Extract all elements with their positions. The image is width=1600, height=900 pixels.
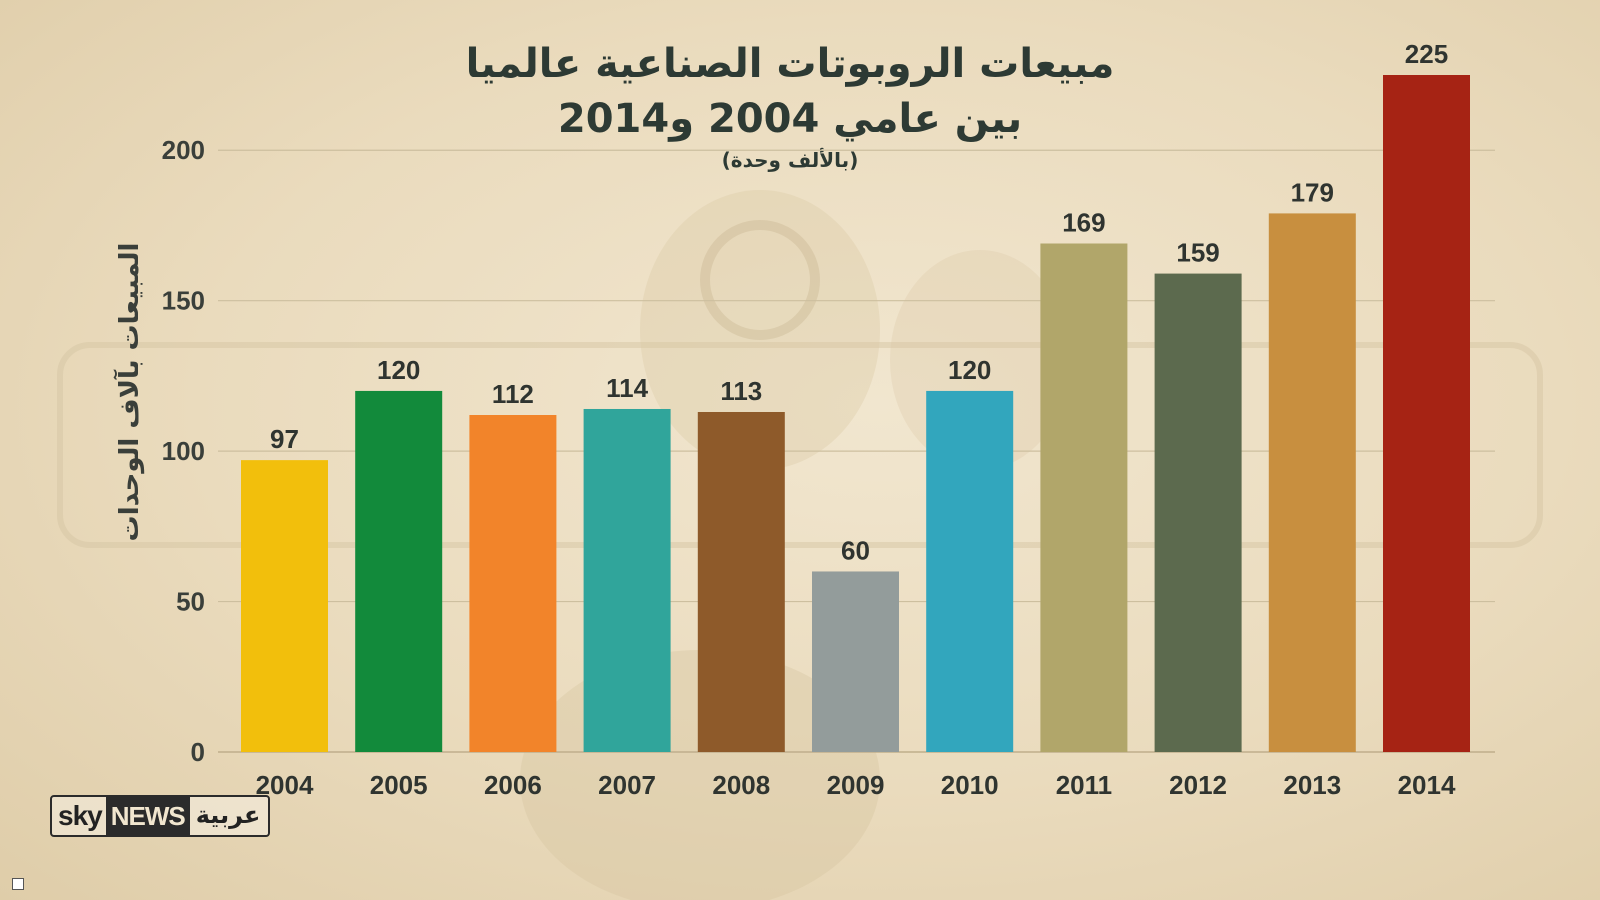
x-axis-ticks: 2004 2005 2006 2007 2008 2009 2010 2011 2012 2013… bbox=[256, 770, 1456, 800]
data-label-2008: 113 bbox=[720, 376, 762, 406]
chart-title-line2: بين عامي 2004 و2014 bbox=[557, 96, 1023, 142]
bar-2007 bbox=[583, 408, 671, 752]
logo-sky-text: sky bbox=[58, 800, 103, 831]
bar-2004 bbox=[241, 460, 328, 752]
corner-checkbox bbox=[12, 878, 24, 890]
x-tick-label-2005: 2005 bbox=[370, 770, 428, 800]
data-label-2004: 97 bbox=[270, 424, 299, 454]
x-tick-label-2011: 2011 bbox=[1056, 770, 1112, 800]
bar-2011 bbox=[1040, 243, 1128, 752]
y-tick-label: 50 bbox=[176, 587, 205, 617]
y-tick-label: 150 bbox=[162, 286, 205, 316]
logo-news-text: NEWS bbox=[105, 797, 190, 835]
bars: 97 120 112 114 113 60 120 169 159 179 225 bbox=[241, 39, 1470, 753]
data-label-2010: 120 bbox=[948, 355, 991, 385]
data-label-2006: 112 bbox=[492, 379, 534, 409]
data-label-2009: 60 bbox=[841, 535, 870, 565]
bar-2014 bbox=[1383, 75, 1470, 752]
x-tick-label-2007: 2007 bbox=[598, 770, 656, 800]
bar-2013 bbox=[1268, 213, 1356, 753]
x-tick-label-2014: 2014 bbox=[1398, 770, 1456, 800]
data-label-2007: 114 bbox=[606, 373, 648, 403]
x-tick-label-2010: 2010 bbox=[941, 770, 999, 800]
y-tick-label: 0 bbox=[191, 737, 205, 767]
y-axis-ticks: 0 50 100 150 200 bbox=[162, 135, 205, 767]
x-tick-label-2008: 2008 bbox=[712, 770, 770, 800]
data-label-2013: 179 bbox=[1291, 177, 1334, 207]
logo-arabic-text: عربية bbox=[195, 801, 261, 829]
bar-2005 bbox=[355, 390, 443, 752]
x-tick-label-2009: 2009 bbox=[827, 770, 885, 800]
chart-title-line1: مبيعات الروبوتات الصناعية عالميا bbox=[465, 41, 1115, 87]
data-label-2014: 225 bbox=[1405, 39, 1448, 69]
data-label-2005: 120 bbox=[377, 355, 420, 385]
x-tick-label-2013: 2013 bbox=[1283, 770, 1341, 800]
bar-2008 bbox=[697, 411, 785, 752]
data-label-2012: 159 bbox=[1176, 238, 1219, 268]
bar-2010 bbox=[926, 390, 1014, 752]
bar-2012 bbox=[1154, 273, 1242, 752]
x-tick-label-2012: 2012 bbox=[1169, 770, 1227, 800]
data-label-2011: 169 bbox=[1062, 207, 1105, 237]
chart-subtitle: (بالألف وحدة) bbox=[721, 148, 859, 172]
y-tick-label: 100 bbox=[162, 436, 205, 466]
bar-2009 bbox=[812, 571, 899, 752]
chart-title: مبيعات الروبوتات الصناعية عالميا بين عام… bbox=[420, 36, 1160, 174]
sky-news-arabia-logo: sky NEWS عربية bbox=[50, 795, 270, 837]
y-tick-label: 200 bbox=[162, 135, 205, 165]
x-tick-label-2006: 2006 bbox=[484, 770, 542, 800]
bar-2006 bbox=[469, 415, 557, 752]
